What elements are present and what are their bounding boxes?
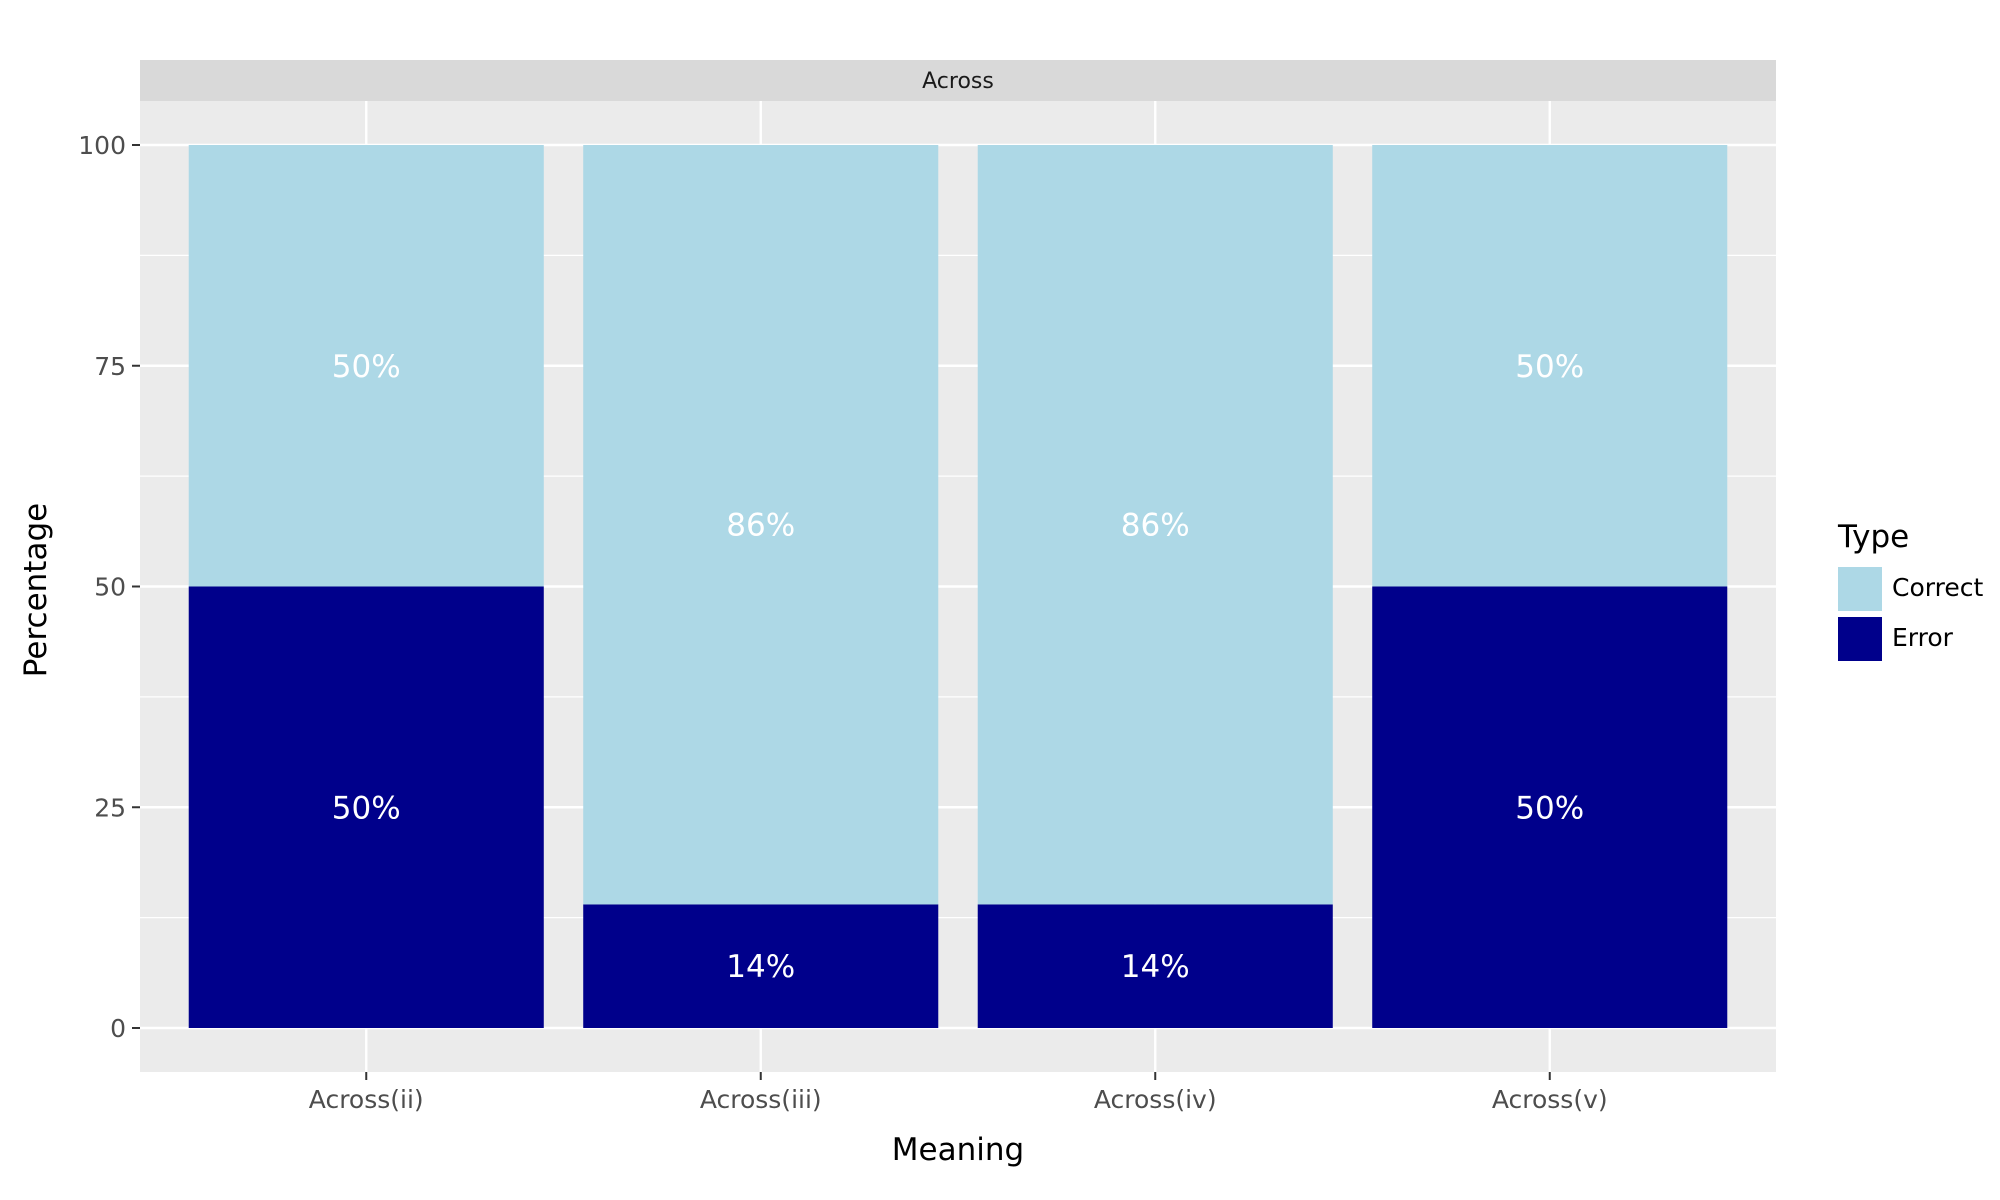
- bar-labels: 50% 14% 14% 50% 50% 86% 86% 50%: [332, 349, 1584, 985]
- legend: Type Correct Error: [1837, 519, 1983, 661]
- bar-label-correct-1: 50%: [332, 349, 401, 385]
- bar-label-correct-2: 86%: [726, 508, 795, 544]
- legend-title: Type: [1837, 519, 1909, 555]
- bar-label-correct-3: 86%: [1121, 508, 1190, 544]
- legend-key-correct: [1838, 567, 1882, 611]
- y-tick-label: 25: [94, 793, 126, 822]
- bar-error-1: [188, 586, 544, 1028]
- y-tick-label: 75: [94, 352, 126, 381]
- x-tick-label: Across(ii): [309, 1085, 424, 1114]
- legend-label-error: Error: [1892, 623, 1954, 652]
- bar-label-error-1: 50%: [332, 790, 401, 826]
- facet-strip: [140, 60, 1776, 101]
- legend-label-correct: Correct: [1892, 573, 1983, 602]
- legend-key-error: [1838, 617, 1882, 661]
- bar-error-3: [977, 904, 1333, 1028]
- bar-correct-1: [188, 145, 544, 587]
- y-tick-label: 0: [110, 1014, 126, 1043]
- bar-label-error-3: 14%: [1121, 949, 1190, 985]
- bar-correct-3: [977, 145, 1333, 905]
- bar-label-error-2: 14%: [726, 949, 795, 985]
- x-tick-label: Across(v): [1492, 1085, 1608, 1114]
- x-tick-label: Across(iii): [700, 1085, 822, 1114]
- bar-label-error-4: 50%: [1515, 790, 1584, 826]
- y-axis: 0 25 50 75 100: [78, 131, 140, 1043]
- x-axis: Across(ii) Across(iii) Across(iv) Across(v): [309, 1072, 1608, 1114]
- facet-strip-label: Across: [922, 69, 994, 94]
- bar-correct-2: [583, 145, 939, 905]
- y-axis-title: Percentage: [18, 503, 54, 677]
- bar-error-4: [1372, 586, 1728, 1028]
- bar-error-2: [583, 904, 939, 1028]
- bar-correct-4: [1372, 145, 1728, 587]
- y-tick-label: 50: [94, 573, 126, 602]
- x-axis-title: Meaning: [892, 1132, 1024, 1168]
- bars: [188, 145, 1728, 1028]
- bar-label-correct-4: 50%: [1515, 349, 1584, 385]
- x-tick-label: Across(iv): [1094, 1085, 1217, 1114]
- y-tick-label: 100: [78, 131, 126, 160]
